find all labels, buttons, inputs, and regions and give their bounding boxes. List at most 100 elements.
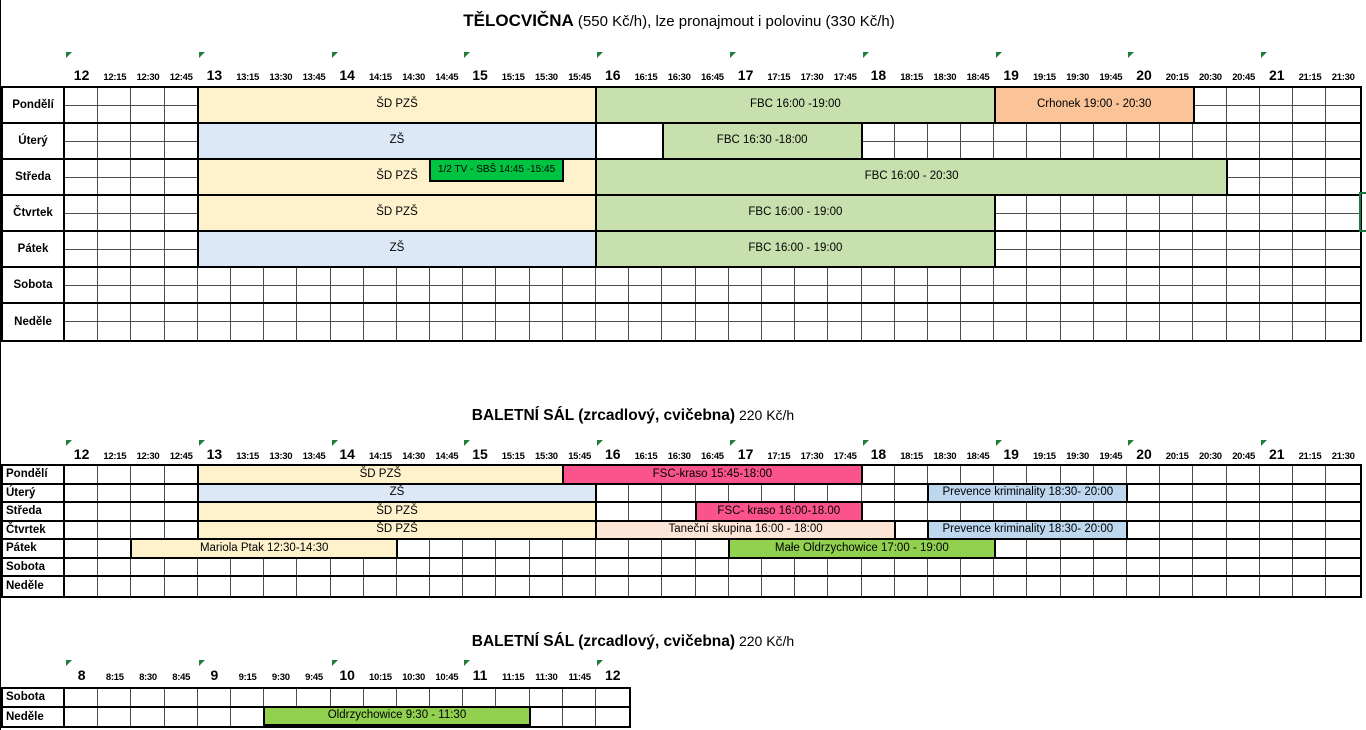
time-label[interactable]: 12:15 xyxy=(103,451,127,462)
time-label[interactable]: 9:45 xyxy=(305,672,323,683)
grid-cell[interactable] xyxy=(1127,484,1161,501)
grid-cell[interactable] xyxy=(463,304,497,340)
grid-cell[interactable] xyxy=(364,689,397,706)
day-label[interactable]: Čtvrtek xyxy=(3,521,65,538)
day-label[interactable]: Sobota xyxy=(3,558,65,575)
grid-cell[interactable] xyxy=(1326,466,1359,483)
grid-cell[interactable] xyxy=(596,484,630,501)
time-label[interactable]: 16 xyxy=(604,446,621,462)
grid-cell[interactable] xyxy=(165,484,198,501)
event-block[interactable]: FBC 16:00 - 20:30 xyxy=(595,158,1228,196)
grid-cell[interactable] xyxy=(994,466,1028,483)
time-label[interactable]: 16:15 xyxy=(634,451,658,462)
time-label[interactable]: 14:15 xyxy=(368,72,392,83)
grid-cell[interactable] xyxy=(1160,521,1194,538)
time-label[interactable]: 11:45 xyxy=(568,672,591,683)
grid-cell[interactable] xyxy=(1027,577,1061,596)
time-label[interactable]: 21:15 xyxy=(1298,451,1322,462)
grid-cell[interactable] xyxy=(1160,484,1194,501)
grid-cell[interactable] xyxy=(795,484,829,501)
grid-cell[interactable] xyxy=(629,304,663,340)
grid-cell[interactable] xyxy=(862,304,895,340)
event-block[interactable]: Oldrzychowice 9:30 - 11:30 xyxy=(263,705,531,726)
grid-cell[interactable] xyxy=(1260,577,1293,596)
time-label[interactable]: 16:45 xyxy=(700,451,724,462)
day-label[interactable]: Sobota xyxy=(3,268,65,302)
event-block[interactable]: ŠD PZŠ xyxy=(196,86,598,124)
time-label[interactable]: 17:15 xyxy=(767,72,791,83)
time-label[interactable]: 20:30 xyxy=(1198,72,1222,83)
grid-cell[interactable] xyxy=(1127,540,1161,557)
event-block[interactable]: FBC 16:00 -19:00 xyxy=(595,86,996,124)
time-label[interactable]: 11:15 xyxy=(502,672,525,683)
grid-cell[interactable] xyxy=(596,708,629,727)
grid-cell[interactable] xyxy=(496,304,530,340)
grid-cell[interactable] xyxy=(65,689,99,706)
grid-cell[interactable] xyxy=(961,503,995,520)
grid-cell[interactable] xyxy=(994,503,1028,520)
grid-cell[interactable] xyxy=(1127,577,1161,596)
time-label[interactable]: 18:45 xyxy=(966,72,990,83)
event-block[interactable]: FBC 16:00 - 19:00 xyxy=(595,230,996,268)
grid-cell[interactable] xyxy=(530,689,563,706)
grid-cell[interactable] xyxy=(696,304,729,340)
grid-cell[interactable] xyxy=(1260,558,1293,575)
grid-cell[interactable] xyxy=(297,304,331,340)
grid-cell[interactable] xyxy=(1260,503,1293,520)
time-label[interactable]: 13:45 xyxy=(302,451,326,462)
time-label[interactable]: 15:30 xyxy=(534,72,558,83)
grid-cell[interactable] xyxy=(629,484,663,501)
grid-cell[interactable] xyxy=(364,304,397,340)
grid-cell[interactable] xyxy=(430,558,464,575)
grid-cell[interactable] xyxy=(364,577,397,596)
time-label[interactable]: 17:30 xyxy=(800,451,824,462)
grid-cell[interactable] xyxy=(231,689,265,706)
grid-cell[interactable] xyxy=(596,689,629,706)
time-label[interactable]: 14:45 xyxy=(435,451,459,462)
grid-cell[interactable] xyxy=(1326,304,1359,340)
grid-cell[interactable] xyxy=(629,540,663,557)
grid-cell[interactable] xyxy=(530,707,563,726)
grid-cell[interactable] xyxy=(1293,503,1327,520)
time-label[interactable]: 11 xyxy=(472,667,488,683)
time-label[interactable]: 20:15 xyxy=(1165,72,1189,83)
grid-cell[interactable] xyxy=(1227,503,1260,520)
grid-cell[interactable] xyxy=(1260,484,1293,501)
grid-cell[interactable] xyxy=(629,558,663,575)
grid-cell[interactable] xyxy=(563,707,596,726)
grid-cell[interactable] xyxy=(98,577,132,596)
grid-cell[interactable] xyxy=(198,304,231,340)
grid-cell[interactable] xyxy=(928,577,962,596)
grid-cell[interactable] xyxy=(1094,558,1127,575)
grid-cell[interactable] xyxy=(862,503,895,520)
grid-cell[interactable] xyxy=(1193,304,1227,340)
grid-cell[interactable] xyxy=(1027,558,1061,575)
time-label[interactable]: 14:15 xyxy=(368,451,392,462)
grid-cell[interactable] xyxy=(131,707,165,726)
time-label[interactable]: 12:45 xyxy=(169,451,193,462)
time-label[interactable]: 17:45 xyxy=(833,72,857,83)
grid-cell[interactable] xyxy=(1227,484,1260,501)
grid-cell[interactable] xyxy=(662,304,696,340)
grid-cell[interactable] xyxy=(1193,577,1227,596)
time-label[interactable]: 12 xyxy=(73,67,90,83)
grid-cell[interactable] xyxy=(131,466,165,483)
time-label[interactable]: 14:30 xyxy=(402,451,425,462)
time-label[interactable]: 12:30 xyxy=(136,72,160,83)
grid-cell[interactable] xyxy=(1127,558,1161,575)
time-label[interactable]: 13:30 xyxy=(269,72,293,83)
active-cell-selection[interactable] xyxy=(1359,192,1366,232)
time-label[interactable]: 8:45 xyxy=(172,672,191,683)
grid-cell[interactable] xyxy=(928,466,962,483)
grid-cell[interactable] xyxy=(1193,558,1227,575)
grid-cell[interactable] xyxy=(961,577,995,596)
grid-cell[interactable] xyxy=(1227,304,1260,340)
grid-cell[interactable] xyxy=(1160,304,1194,340)
grid-cell[interactable] xyxy=(762,484,796,501)
day-label[interactable]: Středa xyxy=(3,503,65,520)
time-label[interactable]: 18 xyxy=(870,446,887,462)
grid-cell[interactable] xyxy=(397,577,431,596)
grid-cell[interactable] xyxy=(1193,540,1227,557)
event-block[interactable]: Prevence kriminality 18:30- 20:00 xyxy=(927,482,1129,503)
grid-cell[interactable] xyxy=(463,558,497,575)
